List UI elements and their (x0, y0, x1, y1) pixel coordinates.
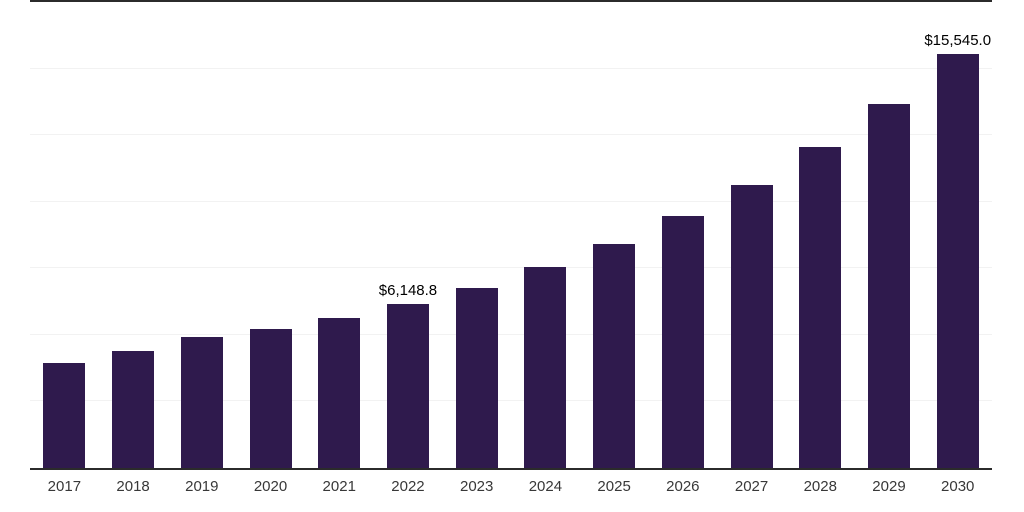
bar-slot-2028 (786, 2, 855, 468)
gridline-2500 (30, 400, 992, 402)
x-tick-2017: 2017 (47, 478, 82, 495)
x-tick-2027: 2027 (734, 478, 769, 495)
bar-slot-2026 (648, 2, 717, 468)
bar-2020 (249, 328, 292, 468)
bar-slot-2017 (30, 2, 99, 468)
bar-2023 (455, 287, 498, 468)
bar-slot-2025 (580, 2, 649, 468)
bar-slot-2023 (442, 2, 511, 468)
x-tick-2030: 2030 (941, 478, 975, 495)
bar-2025 (593, 244, 636, 468)
gridline-10000 (30, 200, 992, 202)
x-tick-2022: 2022 (391, 478, 425, 495)
gridline-5000 (30, 333, 992, 335)
bar-2029 (867, 103, 910, 468)
value-label-2030: $15,545.0 (924, 32, 992, 50)
x-tick-2021: 2021 (322, 478, 356, 495)
x-tick-2018: 2018 (116, 478, 150, 495)
bar-slot-2029 (855, 2, 924, 468)
bar-slot-2020 (236, 2, 305, 468)
bar-slot-2027 (717, 2, 786, 468)
bar-2027 (730, 185, 773, 468)
value-label-2022: $6,148.8 (378, 282, 438, 300)
bar-2021 (318, 317, 361, 468)
x-tick-2025: 2025 (597, 478, 631, 495)
bar-2030 (936, 54, 979, 468)
bar-2019 (180, 336, 223, 468)
gridline-12500 (30, 134, 992, 136)
bar-2017 (43, 362, 86, 468)
bar-2028 (799, 147, 842, 468)
x-tick-2026: 2026 (666, 478, 700, 495)
x-tick-2019: 2019 (185, 478, 219, 495)
gridline-15000 (30, 67, 992, 69)
bar-slot-2021 (305, 2, 374, 468)
bar-2026 (661, 216, 704, 468)
plot-area: $6,148.8 $15,545.0 (30, 0, 992, 470)
x-tick-2023: 2023 (459, 478, 494, 495)
x-tick-2020: 2020 (253, 478, 288, 495)
bar-2022 (386, 304, 429, 468)
bar-slot-2019 (167, 2, 236, 468)
bar-slot-2024 (511, 2, 580, 468)
bar-2024 (524, 266, 567, 468)
bar-slot-2022: $6,148.8 (374, 2, 443, 468)
x-axis-labels: 2017 2018 2019 2020 2021 2022 2023 2024 2025 2026… (30, 478, 992, 495)
bar-slot-2018 (99, 2, 168, 468)
bar-slot-2030: $15,545.0 (923, 2, 992, 468)
x-tick-2029: 2029 (872, 478, 906, 495)
x-tick-2028: 2028 (803, 478, 837, 495)
bar-2018 (112, 350, 155, 468)
gridline-7500 (30, 267, 992, 269)
x-tick-2024: 2024 (528, 478, 563, 495)
bars-container: $6,148.8 $15,545.0 (30, 2, 992, 468)
